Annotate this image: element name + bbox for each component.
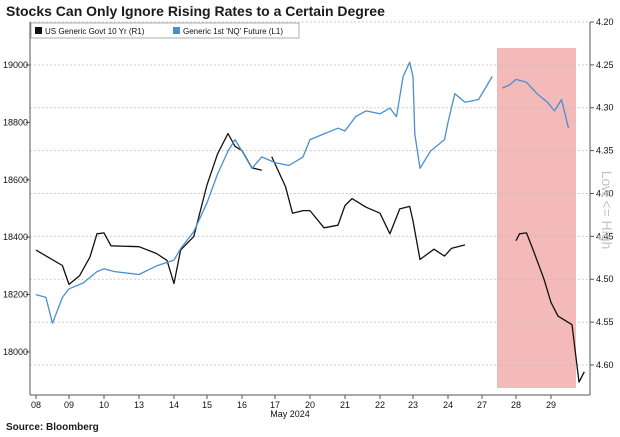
x-axis-tick-label: 14 — [169, 400, 179, 410]
left-axis-tick-label: 18200 — [3, 290, 28, 300]
right-axis-tick-label: 4.55 — [596, 317, 614, 327]
x-axis-tick-label: 22 — [375, 400, 385, 410]
right-axis-tick-label: 4.60 — [596, 360, 614, 370]
right-axis-tick-label: 4.35 — [596, 146, 614, 156]
left-axis-tick-label: 18400 — [3, 232, 28, 242]
x-axis-tick-label: 13 — [134, 400, 144, 410]
legend-swatch-yield — [35, 27, 42, 34]
right-axis-tick-label: 4.20 — [596, 17, 614, 27]
right-axis-tick-label: 4.50 — [596, 274, 614, 284]
left-axis-tick-label: 18800 — [3, 117, 28, 127]
x-axis-tick-label: 27 — [477, 400, 487, 410]
grid-layer — [30, 21, 590, 366]
right-axis-tick-label: 4.25 — [596, 60, 614, 70]
right-axis: 4.20 4.25 4.30 4.35 4.40 4.45 4.50 4.55 4.60 — [589, 17, 614, 395]
highlight-band — [497, 48, 576, 388]
x-axis-tick-label: 15 — [202, 400, 212, 410]
nq-series-line — [35, 61, 493, 324]
x-axis-tick-label: 29 — [546, 400, 556, 410]
nq-series-line — [502, 78, 570, 129]
left-axis-tick-label: 18600 — [3, 175, 28, 185]
x-axis: 08 09 10 13 14 15 16 17 20 21 22 23 24 27 28 29 — [30, 394, 590, 410]
chart-title: Stocks Can Only Ignore Rising Rates to a… — [6, 3, 385, 19]
chart-source: Source: Bloomberg — [6, 422, 99, 433]
x-axis-tick-label: 20 — [305, 400, 315, 410]
legend-label-nq: Generic 1st 'NQ' Future (L1) — [183, 27, 283, 36]
legend-label-yield: US Generic Govt 10 Yr (R1) — [45, 27, 145, 36]
x-axis-tick-label: 17 — [270, 400, 280, 410]
x-axis-tick-label: 23 — [408, 400, 418, 410]
x-axis-tick-label: 08 — [31, 400, 41, 410]
right-axis-tick-label: 4.45 — [596, 231, 614, 241]
right-axis-label: Low <= High — [599, 171, 615, 250]
series-layer — [35, 61, 585, 383]
x-axis-tick-label: 16 — [237, 400, 247, 410]
x-axis-tick-label: 10 — [99, 400, 109, 410]
yield-series-line — [35, 132, 262, 286]
left-axis: 18000 18200 18400 18600 18800 19000 — [3, 22, 31, 395]
x-axis-tick-label: 21 — [340, 400, 350, 410]
x-axis-tick-label: 28 — [511, 400, 521, 410]
legend: US Generic Govt 10 Yr (R1) Generic 1st 'N… — [30, 22, 300, 39]
x-axis-tick-label: 09 — [64, 400, 74, 410]
yield-series-line — [515, 232, 585, 383]
yield-series-line — [271, 156, 466, 261]
legend-swatch-nq — [173, 27, 180, 34]
left-axis-tick-label: 19000 — [3, 60, 28, 70]
right-axis-tick-label: 4.30 — [596, 103, 614, 113]
highlight-band-layer — [497, 48, 576, 388]
left-axis-tick-label: 18000 — [3, 347, 28, 357]
x-axis-tick-label: 24 — [443, 400, 453, 410]
right-axis-tick-label: 4.40 — [596, 188, 614, 198]
x-axis-month-label: May 2024 — [270, 409, 310, 419]
legend-box — [30, 22, 300, 39]
